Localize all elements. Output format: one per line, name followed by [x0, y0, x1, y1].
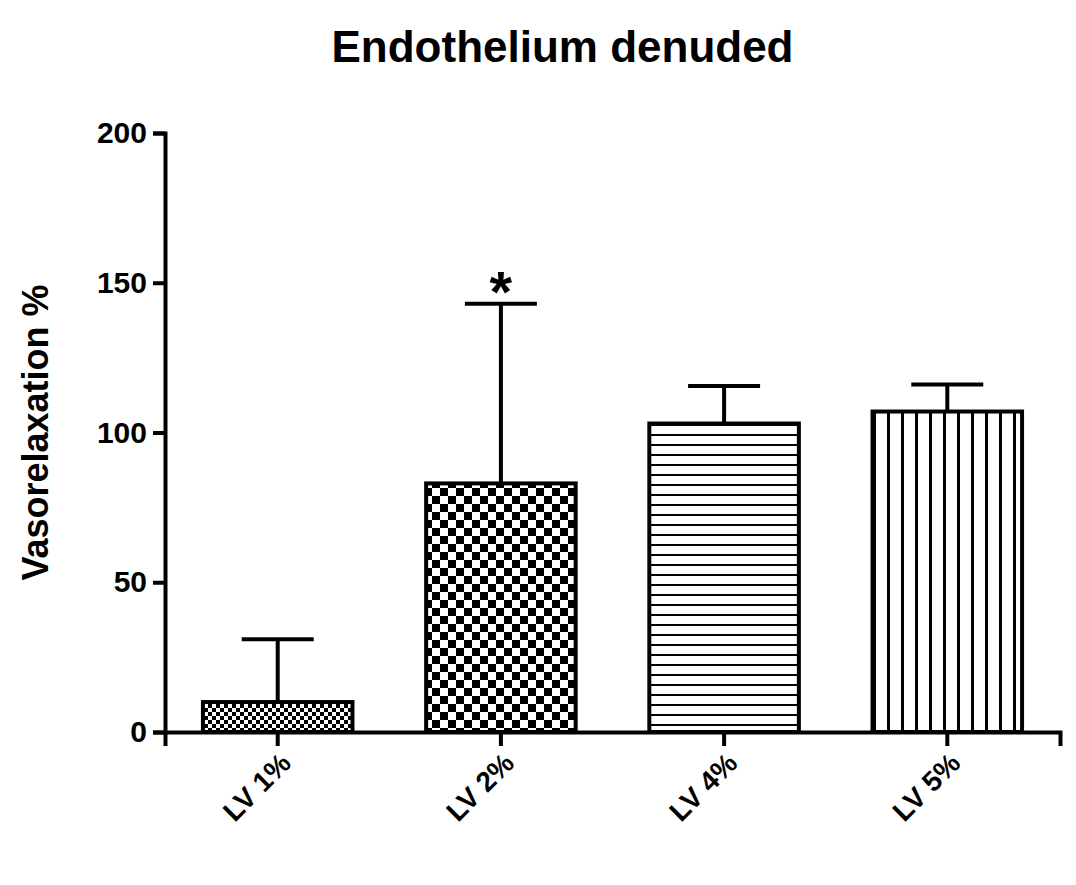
error-cap [688, 384, 760, 388]
error-bar [465, 304, 537, 484]
y-axis: 0 50 100 150 200 [97, 116, 166, 748]
x-tick-label: LV 5% [887, 747, 967, 827]
x-axis-line [166, 733, 1061, 747]
x-tick-mark [276, 732, 280, 746]
x-tick-label: LV 2% [440, 747, 520, 827]
y-tick-mark [153, 431, 165, 435]
error-cap [911, 383, 983, 387]
y-tick-label: 150 [97, 266, 147, 299]
error-bar [688, 386, 760, 423]
y-tick-label: 0 [130, 715, 147, 748]
error-stem [945, 385, 949, 412]
y-tick-label: 100 [97, 416, 147, 449]
annotation: * [490, 259, 513, 324]
x-tick-mark [945, 732, 949, 746]
y-tick: 150 [97, 266, 165, 299]
chart: 0 50 100 150 200 LV 1% LV 2% LV 4% LV 5% * Endothe… [0, 0, 1076, 885]
bar [203, 702, 353, 732]
x-tick: LV 4% [663, 732, 743, 827]
y-tick: 100 [97, 416, 165, 449]
x-tick-mark [499, 732, 503, 746]
bar [426, 483, 576, 732]
bar [649, 424, 799, 732]
y-tick: 200 [97, 116, 165, 149]
y-axis-title: Vasorelaxation % [15, 284, 56, 580]
y-tick-label: 50 [114, 565, 147, 598]
y-tick-mark [153, 581, 165, 585]
error-cap [242, 637, 314, 641]
error-stem [499, 304, 503, 484]
x-tick: LV 2% [440, 732, 520, 827]
x-axis: LV 1% LV 2% LV 4% LV 5% [166, 732, 1061, 827]
x-tick-mark [722, 732, 726, 746]
x-tick-label: LV 1% [217, 747, 297, 827]
y-tick: 0 [130, 715, 165, 748]
error-bar [242, 639, 314, 702]
title: Endothelium denuded [332, 22, 794, 71]
x-tick: LV 5% [887, 732, 967, 827]
y-tick: 50 [114, 565, 165, 598]
error-stem [722, 386, 726, 423]
x-tick-label: LV 4% [663, 747, 743, 827]
bar [873, 412, 1023, 732]
plot-area [203, 304, 1022, 732]
y-tick-mark [153, 281, 165, 285]
y-axis-line [153, 134, 166, 733]
y-tick-label: 200 [97, 116, 147, 149]
error-stem [276, 639, 280, 702]
y-tick-mark [153, 731, 165, 735]
y-tick-mark [153, 132, 165, 136]
x-tick: LV 1% [217, 732, 297, 827]
error-bar [911, 385, 983, 412]
